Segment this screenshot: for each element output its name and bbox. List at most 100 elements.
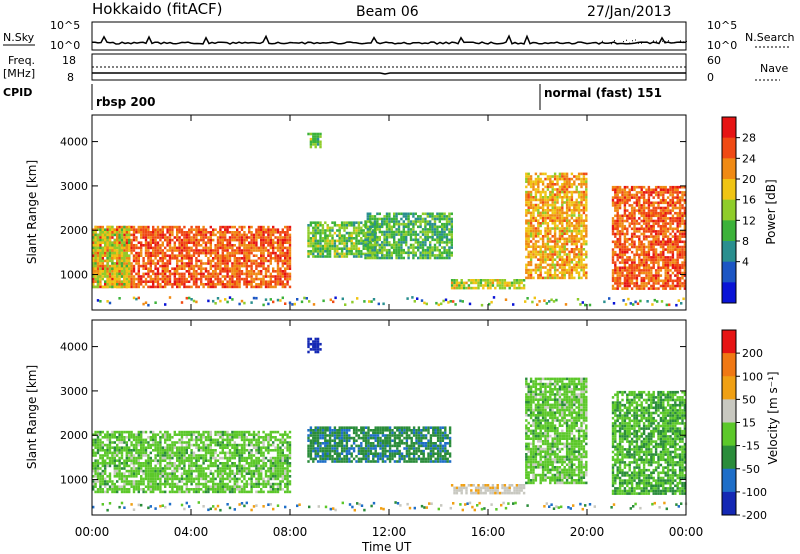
power-cell (438, 256, 441, 260)
power-cell (279, 275, 282, 278)
power-cell (421, 256, 425, 260)
power-cell (156, 272, 160, 276)
power-cell (188, 257, 191, 260)
power-cell (171, 238, 174, 242)
power-cell (573, 175, 576, 178)
power-cell (166, 277, 169, 281)
power-cell (525, 271, 528, 274)
power-cell (626, 201, 629, 205)
power-cell (647, 185, 651, 189)
power-cell (276, 280, 280, 283)
power-cell (618, 232, 622, 236)
power-cell (529, 175, 533, 178)
power-cell (645, 230, 648, 233)
power-cell (291, 303, 294, 306)
power-cell (94, 270, 97, 273)
power-cell (402, 248, 405, 252)
power-cell (669, 201, 672, 205)
power-cell (671, 227, 675, 231)
power-cell (539, 193, 542, 196)
power-cell (300, 300, 304, 304)
power-cell (267, 233, 270, 237)
power-cell (269, 277, 272, 281)
power-cell (561, 242, 564, 246)
power-cell (319, 250, 322, 253)
power-cell (563, 250, 566, 254)
power-cell (421, 212, 425, 216)
power-cell (666, 240, 670, 244)
power-cell (192, 283, 196, 286)
power-cell (664, 287, 667, 290)
power-cell (585, 274, 588, 277)
power-cell (288, 272, 292, 276)
power-cell (645, 211, 648, 215)
power-cell (450, 243, 453, 247)
power-cell (657, 222, 660, 225)
power-cell (336, 252, 339, 256)
power-cell (565, 219, 569, 222)
power-cell (188, 285, 191, 289)
power-cell (534, 263, 538, 267)
power-cell (638, 263, 641, 267)
power-cell (144, 272, 148, 276)
power-cell (662, 256, 665, 259)
power-cell (238, 267, 241, 270)
power-cell (677, 299, 680, 302)
power-cell (161, 241, 164, 244)
power-cell (267, 249, 270, 252)
power-cell (429, 256, 432, 260)
power-cell (312, 247, 315, 250)
power-cell (101, 231, 104, 234)
power-cell (537, 274, 540, 277)
power-cell (279, 231, 282, 234)
power-cell (683, 232, 687, 236)
power-cell (195, 257, 198, 260)
power-cell (345, 242, 349, 245)
power-cell (409, 251, 413, 255)
power-cell (652, 214, 655, 218)
power-cell (402, 230, 405, 234)
power-cell (544, 193, 547, 196)
power-cell (623, 279, 627, 283)
power-cell (197, 277, 200, 281)
velocity-cell (92, 443, 95, 447)
power-cell (654, 219, 658, 223)
power-cell (585, 235, 588, 238)
power-cell (250, 251, 253, 255)
power-cell (197, 231, 200, 234)
velocity-cell (111, 430, 114, 434)
power-cell (645, 219, 648, 223)
power-cell (154, 285, 157, 289)
power-cell (340, 247, 344, 250)
power-cell (558, 271, 562, 274)
power-cell (582, 203, 586, 207)
power-cell (653, 298, 656, 302)
power-cell (233, 259, 236, 263)
power-cell (611, 240, 615, 244)
power-cell (426, 220, 429, 223)
power-cell (314, 231, 317, 235)
power-cell (678, 198, 682, 202)
power-cell (669, 217, 672, 220)
power-cell (200, 275, 203, 278)
power-cell (140, 283, 143, 286)
power-cell (669, 185, 672, 189)
velocity-cell (116, 469, 119, 473)
power-cell (240, 244, 244, 247)
power-cell (549, 271, 552, 274)
power-cell (628, 188, 631, 192)
velocity-cell (106, 449, 109, 452)
power-cell (281, 254, 284, 257)
power-cell (662, 198, 665, 202)
power-cell (343, 239, 346, 243)
power-cell (429, 215, 432, 218)
power-cell (255, 238, 258, 242)
power-cell (674, 188, 677, 192)
power-cell (260, 225, 263, 229)
power-cell (623, 227, 627, 231)
power-cell (142, 264, 145, 268)
power-cell (419, 256, 422, 260)
power-cell (116, 244, 119, 247)
power-cell (659, 201, 663, 205)
power-cell (568, 224, 571, 228)
